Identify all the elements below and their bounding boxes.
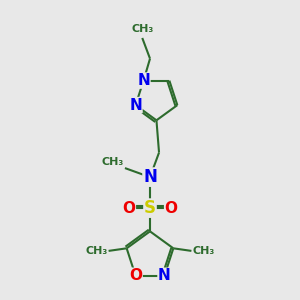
Text: CH₃: CH₃ bbox=[193, 246, 215, 256]
Text: N: N bbox=[158, 268, 171, 283]
Text: CH₃: CH₃ bbox=[102, 157, 124, 167]
Text: O: O bbox=[165, 201, 178, 216]
Text: CH₃: CH₃ bbox=[85, 246, 107, 256]
Text: O: O bbox=[129, 268, 142, 283]
Text: CH₃: CH₃ bbox=[131, 24, 153, 34]
Text: O: O bbox=[122, 201, 135, 216]
Text: N: N bbox=[143, 168, 157, 186]
Text: S: S bbox=[144, 199, 156, 217]
Text: N: N bbox=[137, 73, 150, 88]
Text: N: N bbox=[129, 98, 142, 112]
